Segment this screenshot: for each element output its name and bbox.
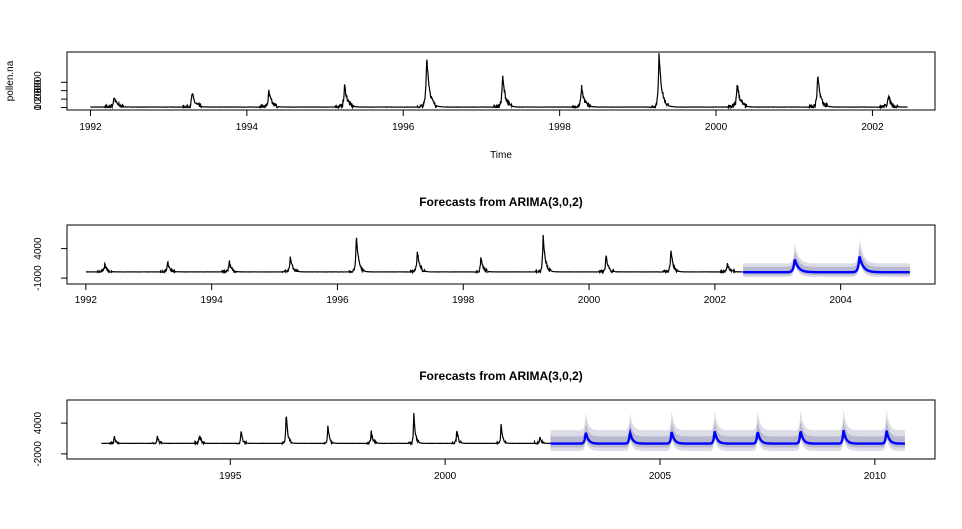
chart-1-frame <box>66 51 936 111</box>
chart-2-y-tick-label: -1000 <box>33 265 44 291</box>
chart-3-frame <box>66 399 936 460</box>
chart-1-y-label: pollen.na <box>5 60 16 101</box>
chart-1-y-tick-label: 0 <box>33 104 44 110</box>
chart-3-y-tick-label: -2000 <box>33 441 44 467</box>
chart-3-title: Forecasts from ARIMA(3,0,2) <box>419 369 583 383</box>
chart-1-y-tick-label: 1000 <box>33 88 44 111</box>
chart-2-x-tick-label: 2000 <box>578 295 601 306</box>
chart-2-x-tick-label: 1998 <box>452 295 475 306</box>
chart-2-history-line <box>85 234 743 275</box>
chart-1-x-tick-label: 2000 <box>705 122 728 133</box>
chart-2-frame <box>66 224 936 285</box>
chart-3-history-line <box>101 412 551 446</box>
chart-3-x-tick-label: 2000 <box>434 471 457 482</box>
chart-1-x-tick-label: 2002 <box>861 122 884 133</box>
chart-3-x-tick-label: 1995 <box>219 471 242 482</box>
chart-2-x-tick-label: 1994 <box>201 295 224 306</box>
chart-1-x-label: Time <box>490 150 512 161</box>
chart-1-x-tick-label: 1996 <box>392 122 415 133</box>
chart-1-y-tick-label: 3000 <box>33 71 44 94</box>
chart-2-x-tick-label: 1992 <box>75 295 98 306</box>
chart-2-interval-80 <box>743 246 910 276</box>
chart-3-interval-80 <box>550 419 905 448</box>
chart-1-x-tick-label: 1998 <box>549 122 572 133</box>
chart-2-title: Forecasts from ARIMA(3,0,2) <box>419 195 583 209</box>
chart-3-forecast-line <box>550 428 905 445</box>
chart-3-y-tick-label: 4000 <box>33 412 44 435</box>
chart-1-x-tick-label: 1994 <box>236 122 259 133</box>
chart-2-forecast-line <box>743 256 910 274</box>
chart-3-x-tick-label: 2010 <box>864 471 887 482</box>
chart-1-x-tick-label: 1992 <box>79 122 102 133</box>
chart-2-x-tick-label: 2002 <box>704 295 727 306</box>
chart-2-y-tick-label: 4000 <box>33 237 44 260</box>
chart-2-x-tick-label: 2004 <box>830 295 853 306</box>
chart-1-y-tick-label: 2000 <box>33 79 44 102</box>
chart-3-x-tick-label: 2005 <box>649 471 672 482</box>
chart-2-x-tick-label: 1996 <box>326 295 349 306</box>
chart-1-history-line <box>90 53 908 110</box>
